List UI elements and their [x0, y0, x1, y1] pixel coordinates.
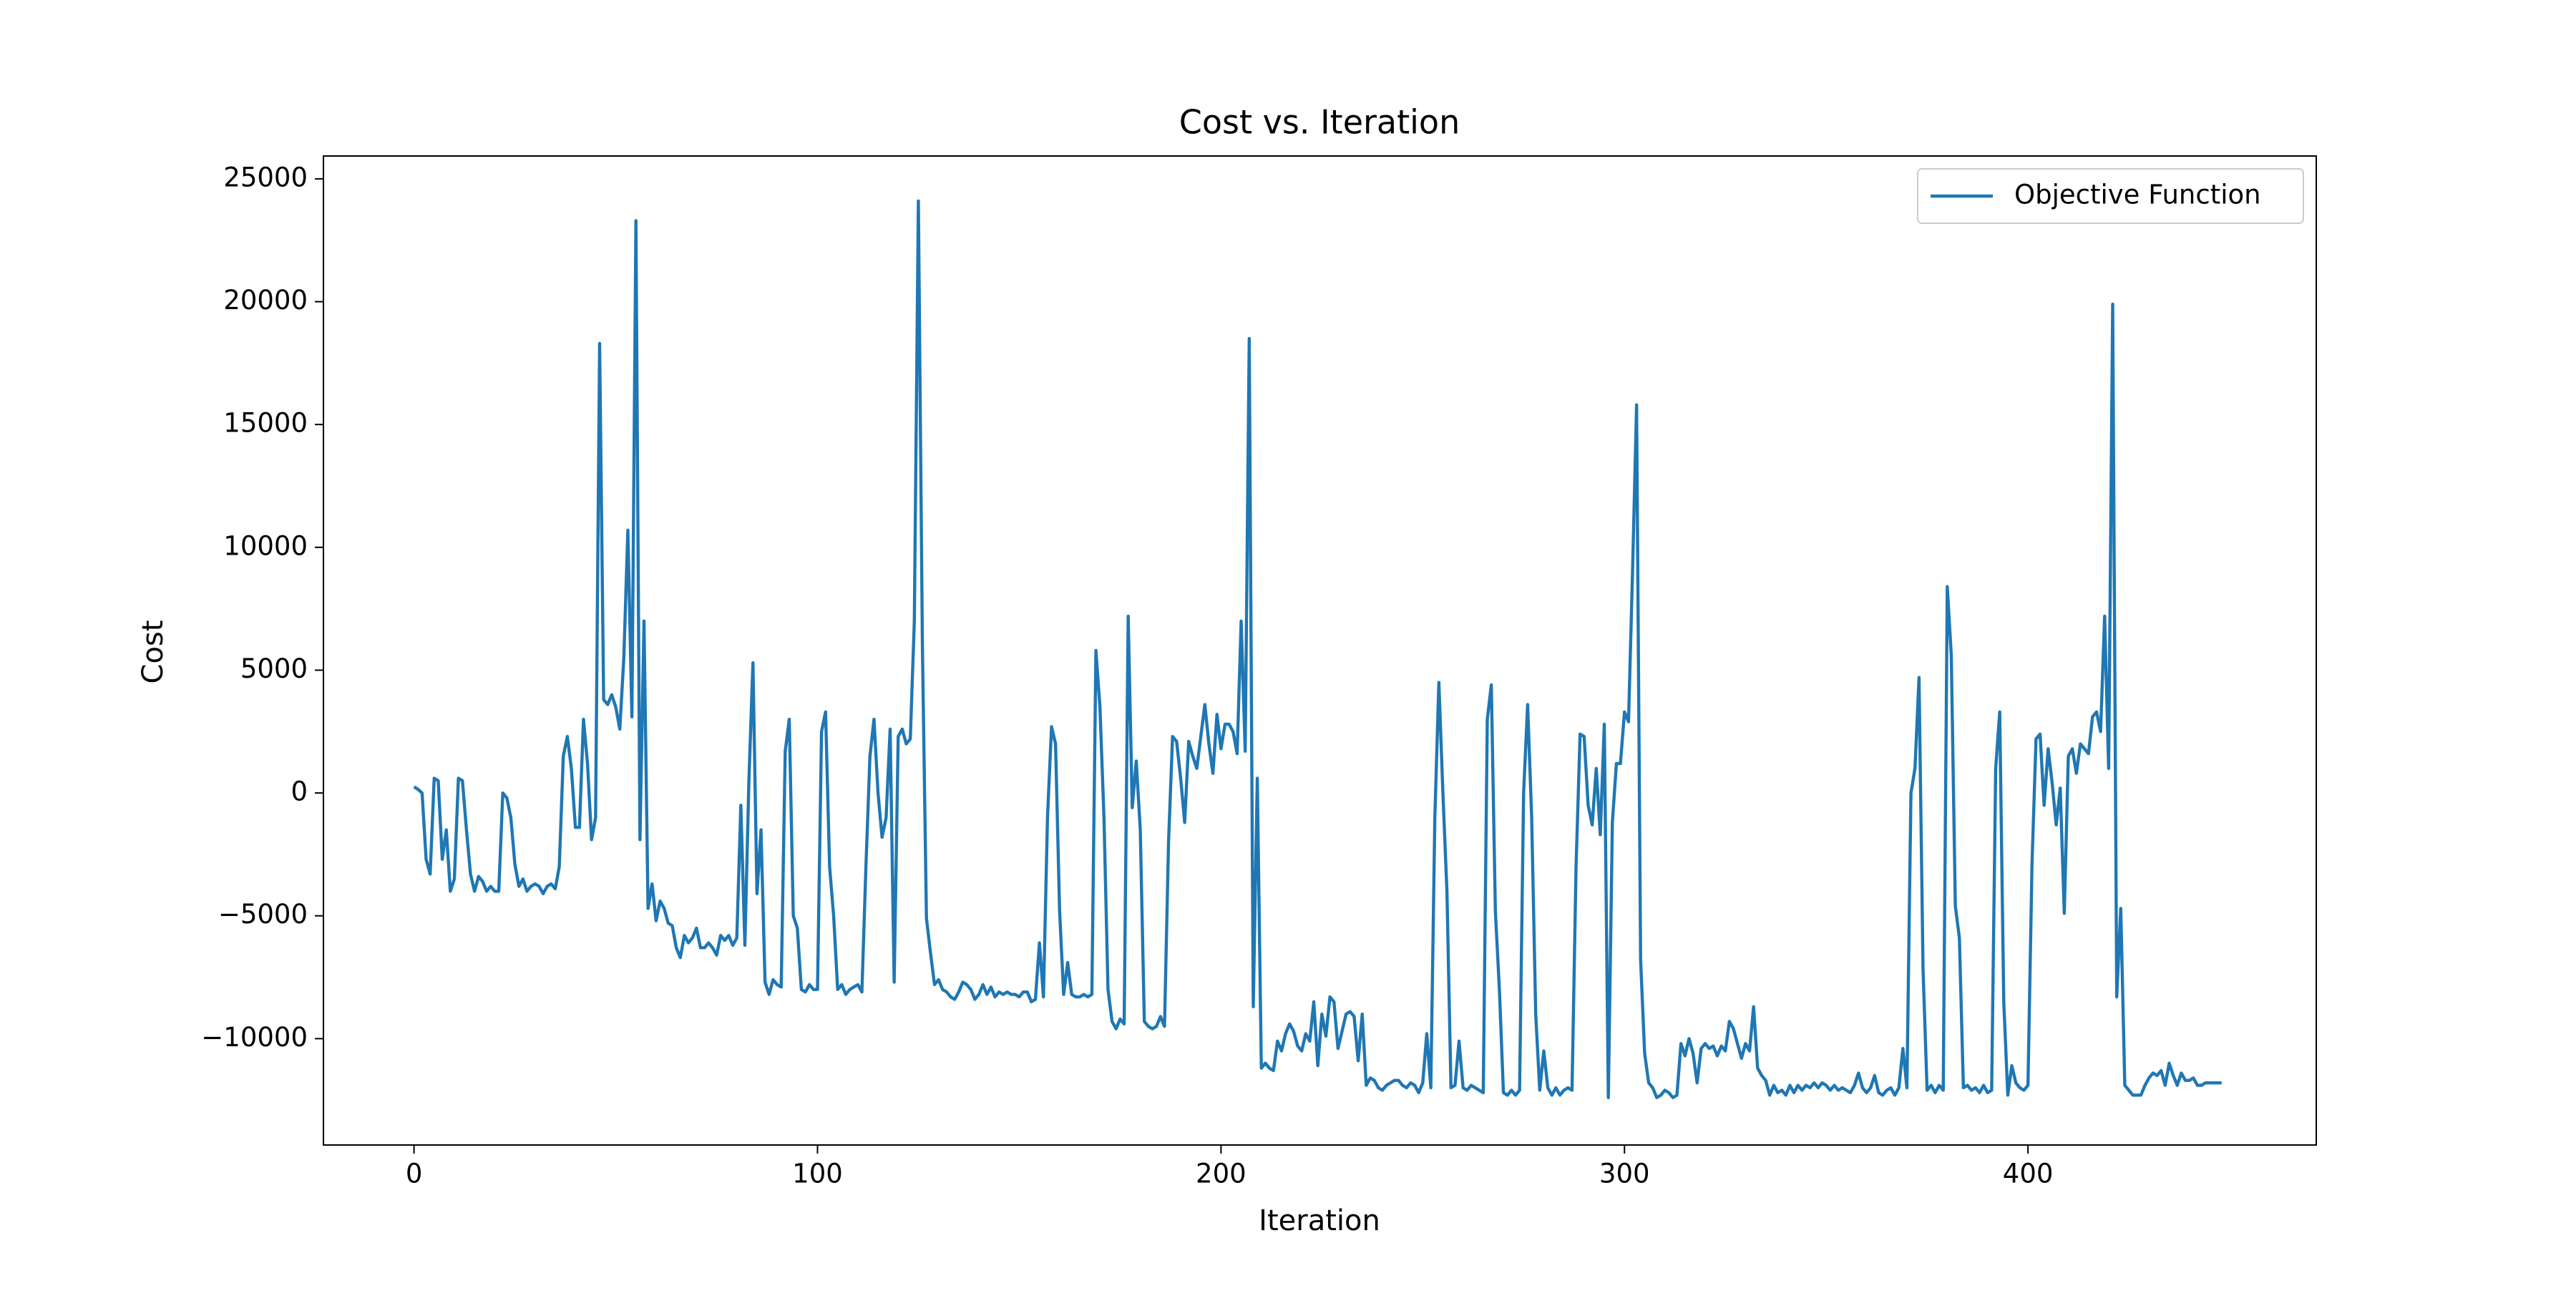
- x-tick-label: 300: [1599, 1159, 1650, 1189]
- x-tick-label: 400: [2003, 1159, 2054, 1189]
- x-tick-label: 0: [406, 1159, 423, 1189]
- y-tick-label: 5000: [240, 653, 308, 684]
- y-tick-label: 0: [291, 776, 308, 807]
- y-tick-label: 25000: [223, 162, 308, 193]
- y-tick-label: −10000: [201, 1022, 308, 1053]
- y-tick-label: 10000: [223, 530, 308, 561]
- data-line: [413, 199, 2222, 1099]
- x-axis-label: Iteration: [1259, 1204, 1380, 1237]
- y-axis-label: Cost: [137, 620, 170, 684]
- plot-frame: [323, 155, 2317, 1146]
- chart-title: Cost vs. Iteration: [1179, 103, 1460, 142]
- y-tick-label: 15000: [223, 408, 308, 439]
- y-tick-label: 20000: [223, 285, 308, 316]
- legend-label: Objective Function: [2014, 180, 2261, 210]
- x-tick-label: 200: [1196, 1159, 1246, 1189]
- legend-box: [1917, 168, 2304, 224]
- x-tick-label: 100: [792, 1159, 843, 1189]
- y-tick-label: −5000: [218, 899, 308, 930]
